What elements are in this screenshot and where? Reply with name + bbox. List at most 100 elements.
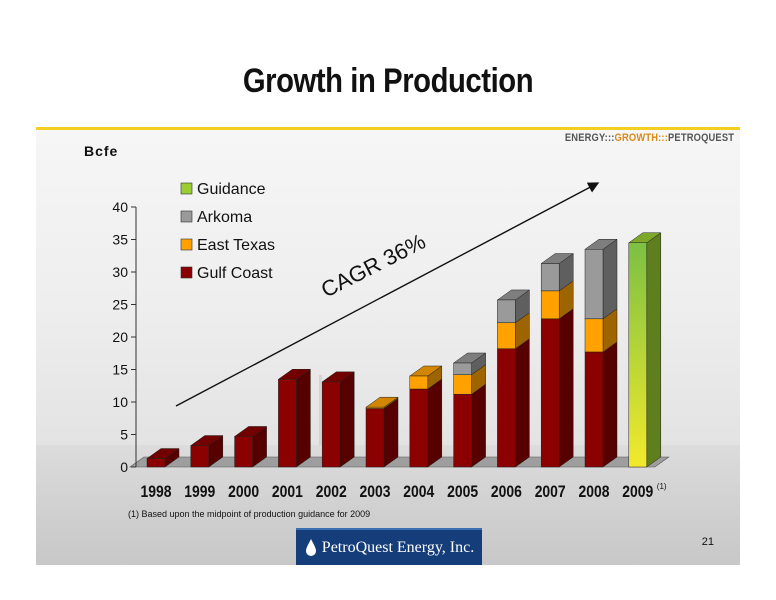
x-label-2000: 2000 — [228, 483, 259, 502]
bar-2000-gulf-coast-front — [234, 436, 253, 468]
bar-2006-east-texas-front — [497, 322, 516, 349]
logo-drop-icon — [305, 538, 316, 556]
bar-2005-arkoma-front — [453, 362, 472, 375]
x-label-2005: 2005 — [447, 483, 478, 502]
x-axis-labels: 1998 1999 2000 2001 2002 2003 2004 2005 2006 2007… — [141, 482, 667, 501]
bar-2001-gulf-coast — [277, 368, 312, 468]
brand-tagline: ENERGY:::GROWTH:::PETROQUEST — [565, 132, 734, 144]
legend-swatch-arkoma — [180, 210, 193, 223]
x-label-2003: 2003 — [360, 483, 391, 502]
y-tick-label-35: 35 — [112, 232, 128, 248]
y-tick-label-5: 5 — [120, 427, 128, 443]
bar-2009-guidance — [628, 232, 662, 468]
bar-2005-gulf-coast-side — [471, 383, 486, 468]
page-number: 21 — [701, 536, 714, 548]
bar-1998-gulf-coast — [146, 448, 180, 468]
bar-2005-gulf-coast-front — [453, 393, 472, 468]
bar-2004-gulf-coast-side — [427, 378, 443, 468]
bar-1999-gulf-coast — [190, 435, 224, 468]
bar-2008-arkoma-front — [584, 249, 604, 320]
tagline-energy: ENERGY::: — [564, 132, 615, 144]
bar-stack-group — [146, 232, 662, 468]
bar-2003-east-texas-front — [365, 406, 385, 409]
bar-2007-arkoma — [540, 253, 574, 292]
bar-2006-gulf-coast-front — [497, 348, 516, 468]
legend-swatch-guidance — [180, 182, 193, 195]
bar-2003-gulf-coast-side — [383, 398, 399, 468]
bar-2007-gulf-coast-side — [558, 308, 574, 468]
y-tick-label-30: 30 — [112, 264, 128, 280]
chart-floor — [129, 456, 670, 468]
unit-label: Bcfe — [84, 143, 119, 159]
bar-2003-east-texas — [365, 396, 399, 409]
y-tick-label-40: 40 — [112, 199, 128, 215]
legend-swatch-east-texas — [180, 238, 193, 251]
chart-floor-plane — [129, 456, 670, 468]
bar-2008-gulf-coast — [584, 341, 618, 468]
footnote: (1) Based upon the midpoint of productio… — [128, 509, 371, 519]
legend-swatch-gulf-coast — [180, 266, 193, 279]
legend-label-gulf-coast: Gulf Coast — [197, 265, 273, 282]
x-label-2009: 2009 — [622, 483, 653, 502]
bar-2001-gulf-coast-front — [278, 379, 297, 468]
bar-2005-gulf-coast — [452, 383, 487, 468]
y-tick-label-25: 25 — [112, 297, 128, 313]
legend: Guidance Arkoma East Texas Gulf Coast — [180, 181, 275, 282]
x-label-2007: 2007 — [535, 483, 566, 502]
bar-2007-gulf-coast — [540, 308, 574, 468]
bar-2000-gulf-coast — [233, 425, 268, 468]
bar-2002-gulf-coast-side — [339, 371, 355, 468]
bar-1999-gulf-coast-front — [190, 445, 210, 468]
y-axis: 0 5 10 15 20 25 30 35 40 — [112, 199, 137, 475]
bar-2006-gulf-coast — [496, 338, 531, 468]
bar-2006-gulf-coast-side — [515, 338, 530, 468]
legend-label-arkoma: Arkoma — [197, 209, 252, 226]
cagr-arrow — [175, 182, 600, 407]
bar-2009-guidance-side — [646, 232, 662, 468]
bar-2001-gulf-coast-side — [296, 368, 311, 468]
slide-title: Growth in Production — [242, 62, 534, 100]
bar-2002-gulf-coast-front — [321, 381, 341, 468]
tagline-growth: GROWTH::: — [614, 132, 668, 144]
y-tick-label-0: 0 — [120, 459, 128, 475]
bar-2003-gulf-coast — [365, 398, 399, 468]
bar-1998-gulf-coast-front — [146, 458, 166, 468]
bar-2008-arkoma-side — [602, 238, 618, 320]
bar-2004-gulf-coast — [409, 378, 443, 468]
y-tick-label-10: 10 — [112, 394, 128, 410]
x-label-2004: 2004 — [403, 483, 434, 502]
legend-label-guidance: Guidance — [197, 181, 266, 198]
bar-2004-east-texas — [409, 365, 443, 390]
company-logo: PetroQuest Energy, Inc. — [296, 528, 482, 565]
bar-2003-gulf-coast-front — [365, 408, 385, 468]
bar-2006-arkoma — [496, 289, 531, 324]
cagr-label: CAGR 36% — [317, 229, 430, 303]
x-label-1999: 1999 — [184, 483, 215, 502]
tagline-petroquest: PETROQUEST — [667, 132, 734, 144]
y-tick-label-15: 15 — [112, 362, 128, 378]
y-tick-label-20: 20 — [112, 329, 128, 345]
x-label-2002: 2002 — [316, 483, 347, 502]
x-label-2001: 2001 — [272, 483, 303, 502]
bar-2006-arkoma-front — [497, 299, 516, 323]
bar-2008-gulf-coast-side — [602, 341, 618, 468]
bar-2008-gulf-coast-front — [584, 351, 604, 468]
bar-2009-guidance-front — [628, 242, 648, 468]
bar-2007-east-texas-front — [540, 290, 560, 320]
x-label-1998: 1998 — [141, 483, 172, 502]
logo-text: PetroQuest Energy, Inc. — [321, 538, 475, 556]
bar-2008-arkoma — [584, 238, 618, 320]
bar-2004-east-texas-front — [409, 375, 429, 390]
bar-2002-gulf-coast — [321, 371, 355, 468]
bar-2007-gulf-coast-front — [540, 318, 560, 468]
bar-2008-east-texas-front — [584, 318, 604, 353]
x-label-2008: 2008 — [579, 483, 610, 502]
legend-label-east-texas: East Texas — [197, 237, 275, 254]
bar-2004-gulf-coast-front — [409, 388, 429, 468]
title-rule — [36, 127, 740, 130]
bar-2005-arkoma — [452, 352, 487, 376]
bar-2005-east-texas-front — [453, 374, 472, 395]
footnote-marker: (1) — [657, 482, 667, 491]
x-label-2006: 2006 — [491, 483, 522, 502]
